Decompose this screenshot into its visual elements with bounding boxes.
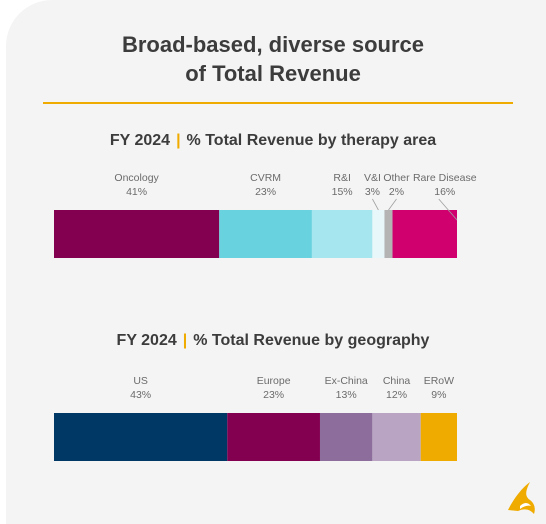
geography-value-europe: 23%: [263, 389, 284, 401]
page-title-line-1: Broad-based, diverse source: [121, 32, 424, 57]
astrazeneca-logo-icon: [508, 482, 535, 514]
therapy-heading-text: % Total Revenue by therapy area: [186, 132, 437, 149]
geography-bar-china: [372, 413, 421, 461]
geography-chart-heading: FY 2024 | % Total Revenue by geography: [0, 332, 546, 350]
geography-heading-year: FY 2024: [116, 332, 177, 349]
geography-bar-erow: [420, 413, 457, 461]
page-title-line-2: of Total Revenue: [185, 61, 361, 86]
geography-bar-ex-china: [319, 413, 373, 461]
geography-value-erow: 9%: [431, 389, 446, 401]
therapy-heading-year: FY 2024: [109, 132, 171, 149]
geography-value-us: 43%: [130, 389, 151, 401]
therapy-bar-cvrm: [219, 210, 312, 258]
geography-value-china: 12%: [386, 389, 407, 401]
geography-heading-separator: |: [182, 332, 188, 349]
therapy-label-rare-disease: Rare Disease: [413, 172, 477, 184]
geography-heading-text: % Total Revenue by geography: [193, 332, 430, 349]
geography-label-europe: Europe: [257, 375, 291, 387]
therapy-value-rare-disease: 16%: [434, 186, 455, 198]
therapy-value-cvrm: 23%: [255, 186, 276, 198]
title-divider: [43, 102, 513, 104]
therapy-label-cvrm: CVRM: [250, 172, 281, 184]
therapy-value-v-i: 3%: [365, 186, 380, 198]
therapy-bar-r-i: [311, 210, 373, 258]
therapy-value-other: 2%: [389, 186, 404, 198]
geography-label-ex-china: Ex-China: [325, 375, 368, 387]
therapy-chart-heading: FY 2024 | % Total Revenue by therapy area: [0, 132, 546, 150]
geography-label-china: China: [383, 375, 411, 387]
therapy-label-other: Other: [383, 172, 410, 184]
therapy-label-oncology: Oncology: [114, 172, 159, 184]
geography-value-ex-china: 13%: [336, 389, 357, 401]
geography-bar-europe: [227, 413, 320, 461]
therapy-value-oncology: 41%: [126, 186, 147, 198]
therapy-leader-other: [388, 198, 397, 211]
therapy-leader-v-i: [372, 198, 379, 211]
geography-label-us: US: [133, 375, 148, 387]
therapy-bar-oncology: [54, 210, 220, 258]
therapy-label-r-i: R&I: [333, 172, 351, 184]
geography-label-erow: ERoW: [424, 375, 454, 387]
therapy-value-r-i: 15%: [332, 186, 353, 198]
therapy-bar-rare-disease: [392, 210, 457, 258]
therapy-label-v-i: V&I: [364, 172, 381, 184]
geography-bar-us: [54, 413, 228, 461]
therapy-leader-rare-disease: [438, 198, 458, 221]
therapy-bar-v-i: [372, 210, 385, 258]
therapy-heading-separator: |: [176, 132, 181, 149]
therapy-bar-other: [384, 210, 393, 258]
